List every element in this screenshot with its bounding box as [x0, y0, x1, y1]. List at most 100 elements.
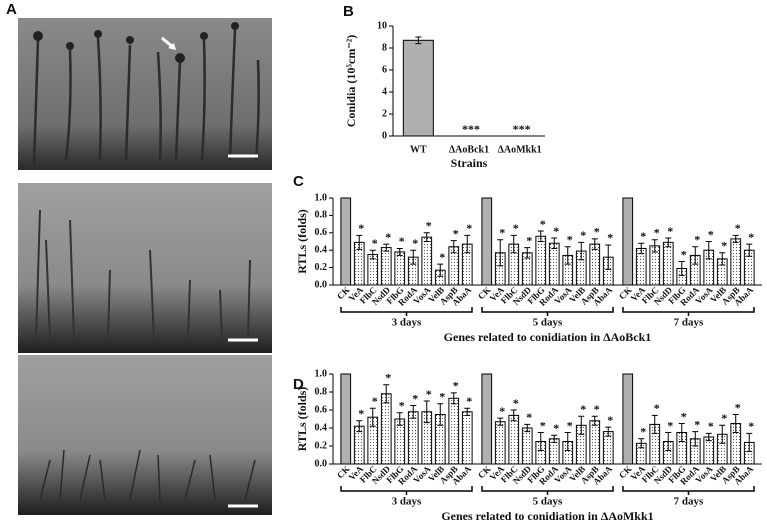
group-bracket — [481, 486, 614, 495]
group-label: 5 days — [533, 317, 563, 329]
significance-mark: * — [439, 250, 445, 264]
y-tick-label: 1.0 — [315, 368, 328, 379]
error-bar — [450, 240, 457, 254]
y-tick-label: 4 — [382, 86, 387, 97]
group-label: 3 days — [392, 496, 422, 508]
error-bar — [510, 409, 517, 422]
significance-mark: * — [385, 371, 391, 385]
significance-mark: * — [594, 402, 600, 416]
significance-mark: * — [399, 398, 405, 412]
error-bar — [651, 414, 658, 434]
bar — [508, 414, 520, 465]
significance-mark: * — [412, 236, 418, 250]
error-bar — [605, 244, 612, 270]
significance-mark: *** — [513, 122, 531, 136]
error-bar — [638, 438, 645, 449]
significance-mark: * — [721, 411, 727, 425]
error-bar — [551, 237, 558, 249]
error-bar — [564, 246, 571, 265]
error-bar — [423, 400, 430, 424]
significance-mark: * — [607, 231, 613, 245]
y-tick-label: 8 — [382, 42, 387, 53]
group-bracket — [340, 486, 473, 495]
error-bar — [537, 432, 544, 451]
bar — [340, 373, 352, 465]
error-bar — [732, 414, 739, 433]
y-tick-label: 0.2 — [315, 262, 328, 273]
group-label: 5 days — [533, 496, 563, 508]
significance-mark: * — [748, 230, 754, 244]
significance-mark: * — [694, 232, 700, 246]
error-bar — [746, 432, 753, 452]
bar — [481, 373, 493, 465]
y-tick-label: 0.0 — [315, 458, 328, 469]
bar — [380, 393, 392, 465]
photo — [18, 183, 272, 353]
significance-mark: * — [667, 224, 673, 238]
significance-mark: * — [580, 228, 586, 242]
significance-mark: * — [412, 391, 418, 405]
error-bar — [410, 405, 417, 419]
error-bar — [564, 432, 571, 451]
x-tick-label: WT — [410, 144, 427, 155]
bar — [340, 197, 352, 286]
error-bar — [410, 249, 417, 265]
significance-mark: * — [426, 387, 432, 401]
error-bar — [638, 242, 645, 255]
error-bar — [578, 241, 585, 261]
error-bar — [578, 415, 585, 435]
y-tick-label: 0.4 — [315, 244, 328, 255]
error-bar — [464, 234, 471, 254]
error-bar — [705, 432, 712, 442]
significance-mark: * — [580, 402, 586, 416]
significance-mark: * — [526, 410, 532, 424]
significance-mark: * — [567, 232, 573, 246]
error-bar — [510, 234, 517, 254]
error-bar — [692, 246, 699, 265]
significance-mark: * — [694, 417, 700, 431]
error-bar — [524, 423, 531, 433]
significance-mark: * — [453, 379, 459, 393]
y-axis-label: RTLs (folds) — [295, 209, 309, 274]
significance-mark: * — [708, 227, 714, 241]
group-label: 7 days — [674, 496, 704, 508]
significance-mark: * — [385, 230, 391, 244]
group-bracket — [340, 307, 473, 316]
error-bar — [437, 263, 444, 277]
significance-mark: * — [358, 221, 364, 235]
bar — [535, 235, 547, 286]
significance-mark: * — [499, 226, 505, 240]
bar — [622, 197, 634, 286]
bar — [380, 247, 392, 286]
significance-mark: * — [372, 394, 378, 408]
error-bar — [423, 232, 430, 242]
y-tick-label: 0.6 — [315, 404, 328, 415]
significance-mark: * — [372, 236, 378, 250]
error-bar — [651, 239, 658, 253]
error-bar — [719, 424, 726, 444]
significance-mark: * — [748, 419, 754, 433]
x-tick-label: ΔAoMkk1 — [498, 144, 542, 155]
significance-mark: * — [453, 226, 459, 240]
significance-mark: * — [640, 425, 646, 439]
bar — [407, 411, 419, 465]
y-tick-label: 0.0 — [315, 279, 328, 290]
group-label: 3 days — [392, 317, 422, 329]
y-tick-label: 0.2 — [315, 440, 328, 451]
error-bar — [415, 36, 422, 45]
bar — [494, 421, 506, 465]
photo — [18, 18, 272, 170]
error-bar — [665, 432, 672, 451]
error-bar — [678, 423, 685, 442]
error-bar — [383, 243, 390, 252]
bar — [662, 241, 674, 286]
y-tick-label: 0 — [382, 130, 387, 141]
significance-mark: * — [553, 224, 559, 238]
group-bracket — [481, 307, 614, 316]
y-tick-label: 6 — [382, 64, 387, 75]
bar — [589, 420, 601, 465]
bar — [394, 251, 406, 286]
significance-mark: * — [466, 394, 472, 408]
error-bar — [437, 403, 444, 426]
error-bar — [591, 415, 598, 426]
